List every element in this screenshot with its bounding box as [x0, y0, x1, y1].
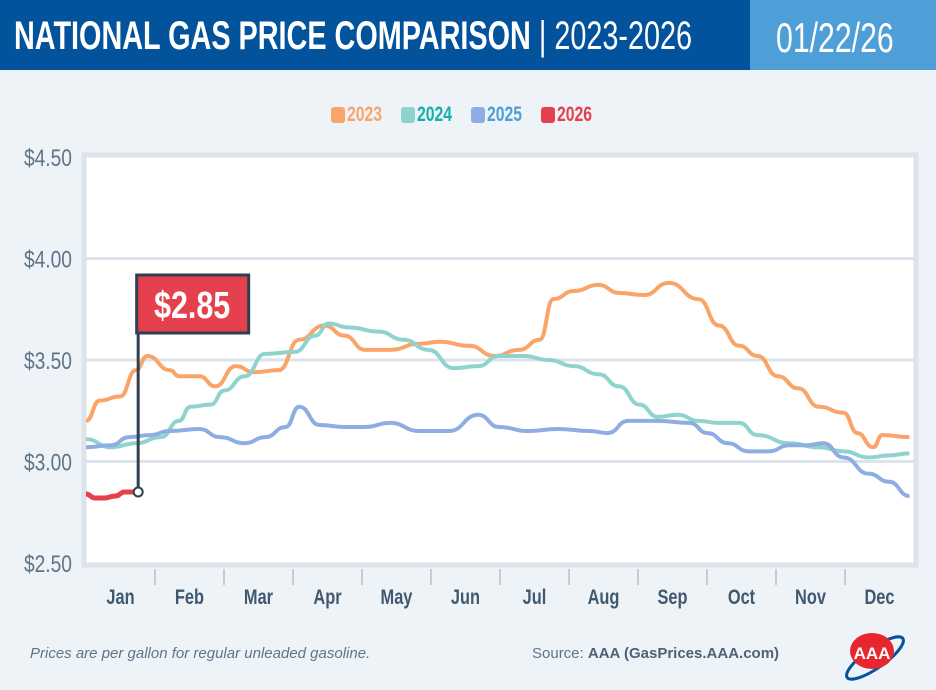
aaa-logo: AAA	[845, 633, 905, 681]
series-line-2024	[85, 321, 910, 460]
legend-swatch	[471, 107, 485, 123]
legend-item-2026: 2026	[541, 103, 605, 127]
x-tick-label-apr: Apr	[313, 585, 342, 608]
report-date: 01/22/26	[776, 14, 894, 61]
footnote: Prices are per gallon for regular unlead…	[30, 645, 371, 662]
series-line-2025	[85, 404, 910, 499]
legend-label: 2026	[557, 103, 593, 126]
x-tick-label-jun: Jun	[451, 585, 480, 608]
y-tick-label: $3.00	[24, 448, 72, 476]
x-tick-label-jan: Jan	[106, 585, 134, 608]
x-tick-label-sep: Sep	[657, 585, 687, 608]
y-tick-label: $2.50	[24, 550, 72, 578]
legend-label: 2024	[417, 103, 453, 126]
x-tick-label-mar: Mar	[244, 585, 274, 608]
x-tick-label-jul: Jul	[523, 585, 547, 608]
legend-item-2023: 2023	[331, 103, 395, 127]
x-tick-label-may: May	[381, 585, 413, 608]
x-tick-label-aug: Aug	[588, 585, 620, 608]
legend-label: 2025	[487, 103, 523, 126]
x-tick-label-dec: Dec	[864, 585, 894, 608]
x-tick-label-nov: Nov	[795, 585, 826, 608]
y-tick-label: $4.00	[24, 245, 72, 273]
callout-box	[135, 273, 251, 335]
legend-swatch	[331, 107, 345, 123]
source-credit: Source: AAA (GasPrices.AAA.com)	[532, 645, 780, 662]
callout-marker	[132, 486, 144, 498]
series-line-2026	[85, 489, 139, 501]
svg-text:AAA: AAA	[854, 644, 891, 663]
date-box: 01/22/26	[750, 0, 936, 70]
legend-swatch	[401, 107, 415, 123]
legend-item-2024: 2024	[401, 103, 465, 127]
legend-item-2025: 2025	[471, 103, 535, 127]
x-tick-label-oct: Oct	[728, 585, 756, 608]
x-tick-label-feb: Feb	[175, 585, 204, 608]
page-title: NATIONAL GAS PRICE COMPARISON | 2023-202…	[14, 14, 693, 58]
y-tick-label: $3.50	[24, 347, 72, 375]
header-bar: NATIONAL GAS PRICE COMPARISON | 2023-202…	[0, 0, 750, 70]
legend-swatch	[541, 107, 555, 123]
legend-label: 2023	[347, 103, 383, 126]
legend: 2023 2024 2025 2026	[0, 103, 936, 129]
y-tick-label: $4.50	[24, 144, 72, 172]
callout-label: $2.85	[154, 285, 230, 327]
